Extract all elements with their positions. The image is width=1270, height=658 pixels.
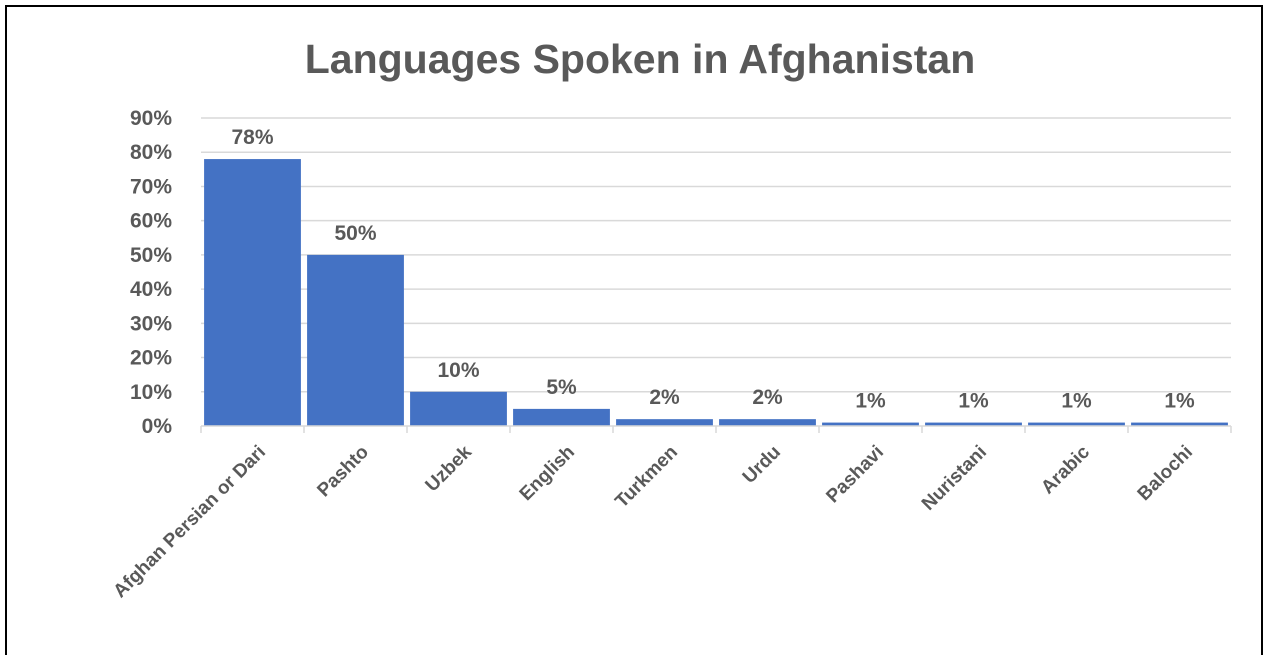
data-label: 78% <box>231 126 273 149</box>
data-label: 2% <box>752 386 783 409</box>
y-tick-label: 70% <box>130 175 172 198</box>
data-label: 1% <box>855 390 886 413</box>
data-labels: 78% 50% 10% 5% 2% 2% 1% 1% 1% 1% <box>231 126 1195 413</box>
bar <box>822 422 919 426</box>
data-label: 2% <box>649 386 680 409</box>
bar <box>925 422 1022 426</box>
x-tick-label: English <box>516 442 579 505</box>
data-label: 50% <box>334 222 376 245</box>
bar <box>1028 422 1125 426</box>
data-label: 10% <box>437 359 479 382</box>
y-tick-label: 60% <box>130 210 172 233</box>
y-tick-label: 0% <box>142 415 173 438</box>
bar <box>719 419 816 426</box>
y-tick-label: 80% <box>130 141 172 164</box>
bar <box>513 408 610 426</box>
y-tick-label: 30% <box>130 312 172 335</box>
x-tick-label: Turkmen <box>611 442 682 513</box>
y-tick-label: 90% <box>130 107 172 130</box>
bar <box>204 159 301 427</box>
x-tick-label: Balochi <box>1134 442 1197 505</box>
x-tick-label: Nuristani <box>918 442 991 515</box>
data-label: 5% <box>546 376 577 399</box>
y-tick-label: 20% <box>130 347 172 370</box>
x-tick-label: Afghan Persian or Dari <box>110 442 270 602</box>
bar <box>410 391 507 426</box>
y-tick-label: 50% <box>130 244 172 267</box>
y-tick-label: 40% <box>130 278 172 301</box>
x-tick-label: Pashavi <box>822 442 888 508</box>
y-tick-label: 10% <box>130 381 172 404</box>
bar <box>616 419 713 426</box>
bars <box>204 159 1228 427</box>
x-axis <box>200 425 1232 433</box>
data-label: 1% <box>1061 390 1092 413</box>
data-label: 1% <box>958 390 989 413</box>
data-label: 1% <box>1164 390 1195 413</box>
bar <box>307 254 404 426</box>
x-tick-label: Arabic <box>1037 441 1094 498</box>
y-axis-ticks: 0% 10% 20% 30% 40% 50% 60% 70% 80% 90% <box>130 107 172 438</box>
bar <box>1131 422 1228 426</box>
x-tick-label: Uzbek <box>422 441 477 496</box>
x-axis-labels: Afghan Persian or Dari Pashto Uzbek English… <box>110 441 1197 602</box>
chart-title: Languages Spoken in Afghanistan <box>304 36 976 82</box>
x-tick-label: Urdu <box>739 442 785 488</box>
x-tick-label: Pashto <box>313 442 373 502</box>
